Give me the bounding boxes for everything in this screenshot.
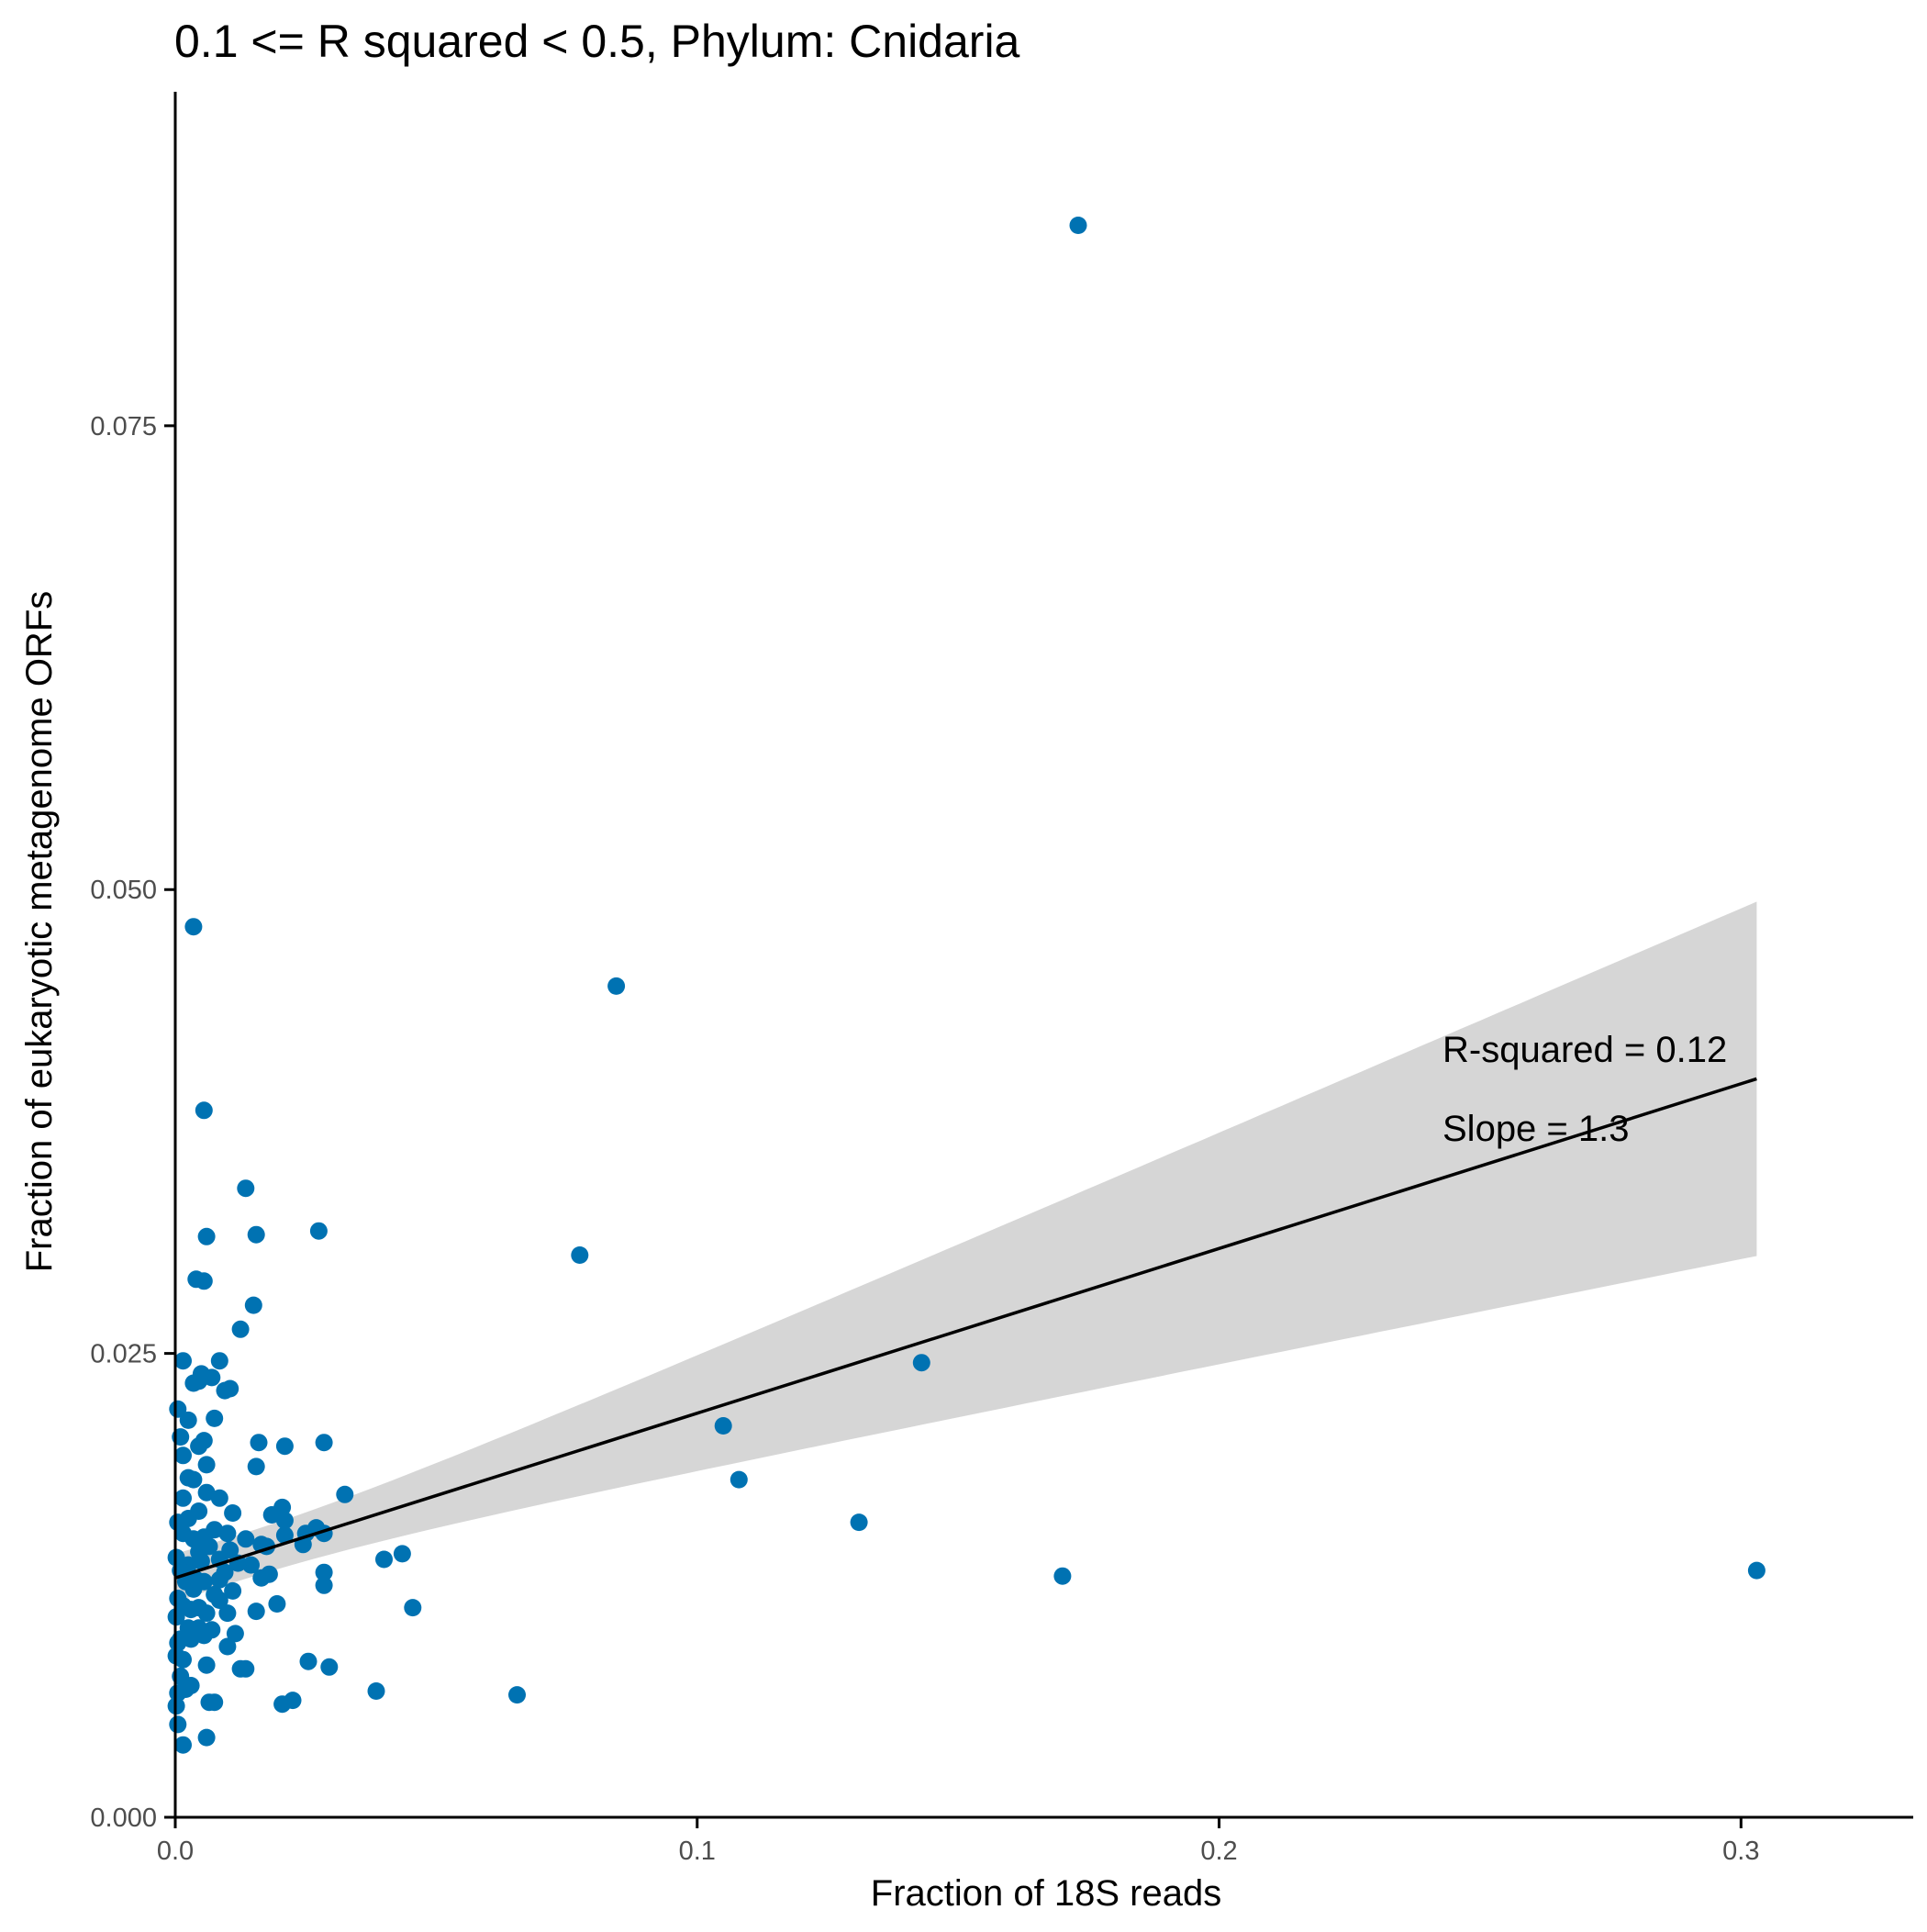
data-point (247, 1603, 265, 1621)
regression-line (174, 1077, 1757, 1580)
data-point (244, 1296, 262, 1314)
data-point (309, 1222, 328, 1240)
data-point (315, 1434, 333, 1452)
data-point (912, 1354, 930, 1372)
data-point (197, 1728, 216, 1747)
data-point (275, 1437, 294, 1456)
data-point (200, 1537, 218, 1556)
data-point (210, 1352, 228, 1370)
data-point (195, 1626, 213, 1645)
data-point (200, 1693, 218, 1712)
y-tick-label: 0.075 (90, 412, 157, 441)
data-point (197, 1483, 216, 1502)
data-point (252, 1569, 271, 1587)
y-tick-label: 0.000 (90, 1804, 157, 1833)
data-point (169, 1400, 187, 1418)
data-point (218, 1604, 237, 1623)
data-point (206, 1585, 224, 1603)
data-point (1053, 1567, 1072, 1585)
data-point (231, 1659, 250, 1678)
data-point (275, 1526, 294, 1545)
data-point (393, 1545, 411, 1563)
data-point (404, 1599, 422, 1617)
data-point (224, 1504, 242, 1522)
data-point (197, 1456, 216, 1474)
data-point (184, 918, 203, 936)
data-point (187, 1270, 206, 1289)
data-point (197, 1227, 216, 1245)
data-point (184, 1374, 203, 1392)
data-point (262, 1506, 281, 1524)
plot-area: 0.0 0.1 0.2 0.3 0.000 0.025 0.050 0.075 (90, 92, 1913, 1866)
data-point (179, 1411, 197, 1429)
data-point (320, 1658, 339, 1676)
data-point (247, 1225, 265, 1244)
data-point (730, 1470, 748, 1489)
data-point (169, 1715, 187, 1734)
slope-annotation: Slope = 1.3 (1442, 1109, 1630, 1149)
data-point (571, 1246, 589, 1264)
data-point (216, 1381, 234, 1400)
data-point (247, 1457, 265, 1476)
data-point (210, 1570, 228, 1589)
data-point (179, 1469, 197, 1487)
data-point (268, 1595, 286, 1613)
data-point (273, 1695, 292, 1714)
data-point (206, 1409, 224, 1427)
data-point (218, 1637, 237, 1656)
y-tick-label: 0.050 (90, 876, 157, 905)
data-point (174, 1489, 192, 1507)
data-point (1069, 217, 1087, 234)
data-point (182, 1601, 200, 1619)
data-point (195, 1101, 213, 1120)
data-point (174, 1446, 192, 1465)
data-point (169, 1634, 187, 1652)
data-point (192, 1552, 210, 1570)
data-point (224, 1581, 242, 1600)
data-point (1747, 1561, 1765, 1580)
data-point (190, 1437, 208, 1456)
data-point (169, 1513, 187, 1532)
confidence-band (175, 901, 1757, 1603)
data-point (242, 1556, 260, 1574)
x-tick-label: 0.0 (157, 1837, 194, 1866)
data-point (375, 1550, 393, 1569)
data-point (315, 1576, 333, 1594)
x-tick-label: 0.1 (679, 1837, 716, 1866)
x-axis-title: Fraction of 18S reads (871, 1873, 1221, 1914)
data-point (315, 1563, 333, 1581)
data-point (210, 1489, 228, 1507)
y-tick-label: 0.025 (90, 1340, 157, 1369)
y-axis-title: Fraction of eukaryotic metagenome ORFs (19, 591, 60, 1273)
data-point (850, 1513, 868, 1532)
data-point (367, 1682, 385, 1700)
data-point (231, 1320, 250, 1338)
data-point (169, 1590, 187, 1607)
data-point (714, 1417, 732, 1435)
data-point (174, 1352, 192, 1370)
x-tick-label: 0.3 (1722, 1837, 1759, 1866)
data-point (226, 1625, 244, 1643)
data-point (176, 1681, 195, 1698)
data-point (237, 1530, 255, 1548)
data-point (336, 1485, 354, 1503)
data-point (607, 977, 626, 995)
data-point (250, 1434, 268, 1452)
data-point (237, 1179, 255, 1198)
x-tick-label: 0.2 (1200, 1837, 1237, 1866)
data-point (174, 1736, 192, 1754)
data-point (299, 1652, 317, 1670)
r-squared-annotation: R-squared = 0.12 (1442, 1030, 1727, 1070)
data-point (275, 1512, 294, 1530)
data-point (197, 1656, 216, 1674)
data-point (508, 1686, 526, 1704)
data-point (221, 1541, 239, 1559)
chart-title: 0.1 <= R squared < 0.5, Phylum: Cnidaria (174, 16, 1020, 67)
